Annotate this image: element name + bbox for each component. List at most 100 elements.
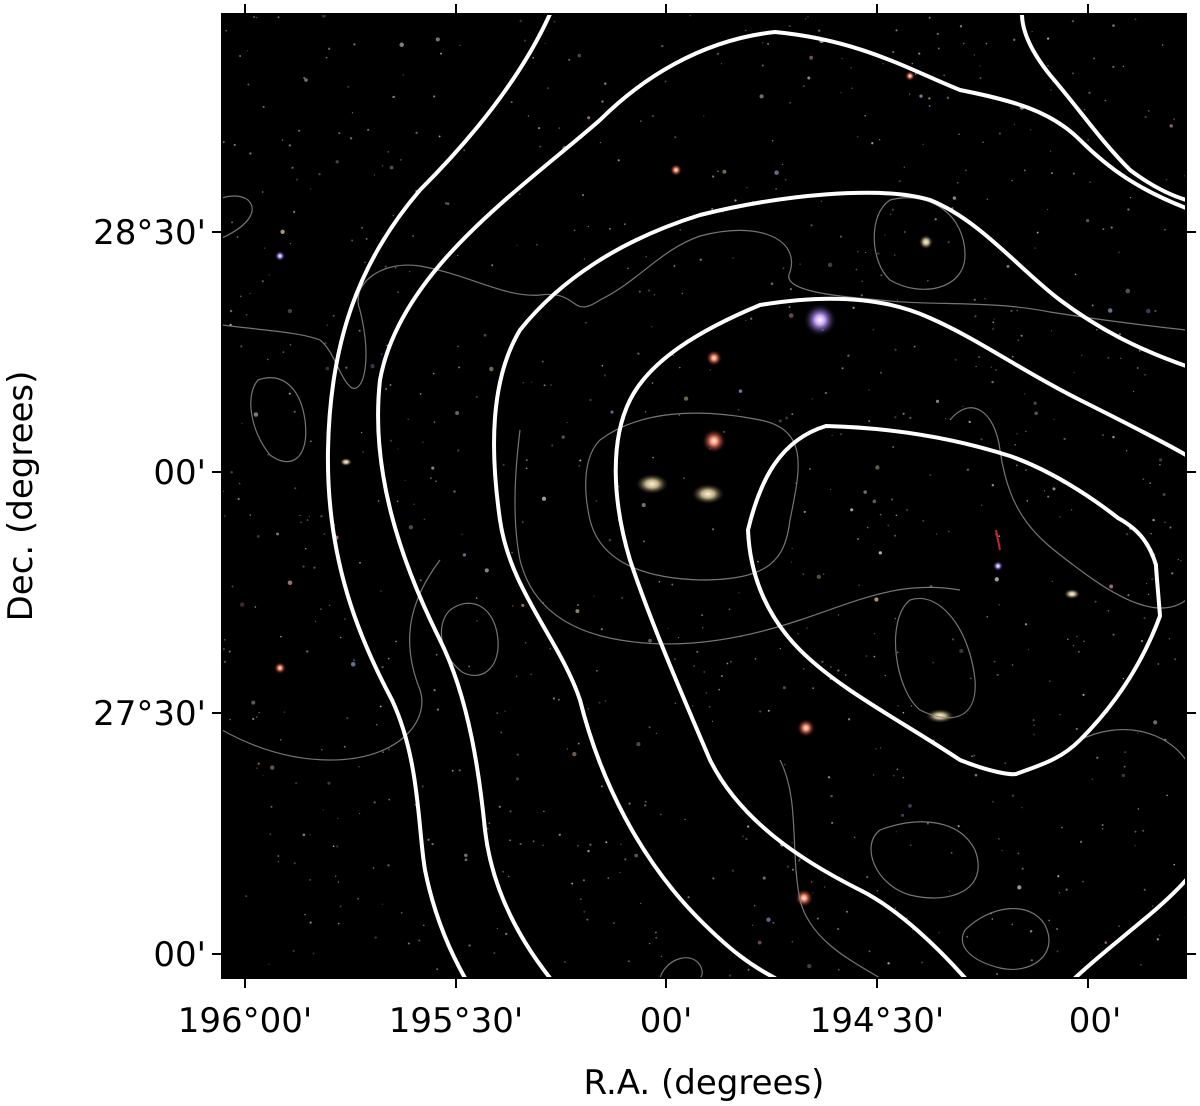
faint-source <box>866 526 869 529</box>
faint-source <box>306 650 309 653</box>
faint-source <box>435 653 438 656</box>
faint-source <box>432 372 435 375</box>
faint-source <box>583 258 586 260</box>
faint-source <box>277 16 280 19</box>
faint-source <box>703 115 705 117</box>
faint-source <box>914 73 917 75</box>
faint-source <box>711 175 715 178</box>
faint-source <box>861 280 863 283</box>
faint-source <box>1137 808 1140 810</box>
faint-source <box>601 100 604 103</box>
faint-source <box>1024 623 1028 626</box>
faint-source <box>422 441 424 444</box>
faint-source <box>1015 464 1018 467</box>
faint-source <box>684 818 686 821</box>
faint-source <box>711 720 714 722</box>
faint-source <box>587 708 589 710</box>
faint-source <box>781 163 784 166</box>
faint-source <box>332 314 335 317</box>
faint-source <box>1011 923 1014 926</box>
faint-source <box>557 698 560 701</box>
faint-source <box>896 651 899 654</box>
faint-source <box>837 968 840 971</box>
faint-source <box>1096 756 1099 759</box>
faint-source <box>892 445 895 449</box>
faint-source <box>573 229 576 232</box>
faint-source <box>320 515 323 518</box>
faint-source <box>1057 875 1060 878</box>
faint-source <box>744 29 747 32</box>
faint-source <box>510 101 513 104</box>
faint-source <box>892 774 895 777</box>
faint-source <box>598 701 601 704</box>
faint-source <box>1112 65 1115 68</box>
faint-source <box>515 675 518 678</box>
faint-source <box>1173 863 1175 866</box>
faint-source <box>750 317 753 320</box>
faint-source <box>623 223 626 226</box>
faint-source <box>1104 941 1108 944</box>
faint-source <box>1122 65 1125 68</box>
faint-source <box>823 573 825 575</box>
faint-source <box>335 875 337 877</box>
faint-source <box>966 468 970 472</box>
faint-source <box>756 560 759 563</box>
faint-source <box>1143 888 1146 891</box>
faint-source <box>674 658 676 660</box>
faint-source <box>919 94 923 98</box>
faint-source <box>824 886 826 888</box>
faint-source <box>745 838 748 841</box>
faint-source <box>993 660 996 663</box>
faint-source <box>413 503 415 505</box>
faint-source <box>693 664 696 667</box>
faint-source <box>249 292 251 295</box>
faint-source <box>873 632 876 635</box>
faint-source <box>484 568 489 573</box>
faint-source <box>1011 794 1015 797</box>
faint-source <box>339 636 342 639</box>
faint-source <box>962 405 964 408</box>
faint-source <box>894 907 897 909</box>
faint-source <box>996 673 999 676</box>
faint-source <box>716 52 720 56</box>
faint-source <box>1036 231 1039 234</box>
faint-source <box>1165 178 1168 181</box>
faint-source <box>638 290 641 293</box>
faint-source <box>394 266 397 269</box>
faint-source <box>502 871 504 873</box>
faint-source <box>568 58 571 61</box>
faint-source <box>1127 208 1130 211</box>
faint-source <box>282 351 285 353</box>
faint-source <box>944 417 947 420</box>
faint-source <box>879 747 882 749</box>
faint-source <box>655 936 658 939</box>
faint-source <box>962 42 965 45</box>
faint-source <box>890 498 894 501</box>
faint-source <box>1017 852 1020 855</box>
faint-source <box>1146 308 1151 314</box>
faint-source <box>979 65 981 67</box>
faint-source <box>641 503 646 508</box>
faint-source <box>789 101 791 104</box>
faint-source <box>1033 401 1037 405</box>
galaxy <box>692 484 724 504</box>
faint-source <box>566 421 568 424</box>
faint-source <box>803 668 805 670</box>
faint-source <box>362 451 364 453</box>
faint-source <box>1125 449 1128 452</box>
faint-source <box>566 748 569 750</box>
faint-source <box>716 170 719 173</box>
faint-source <box>1177 558 1180 561</box>
faint-source <box>1073 371 1075 374</box>
faint-source <box>367 128 370 132</box>
faint-source <box>382 751 384 753</box>
faint-source <box>1152 518 1155 522</box>
thin-contour <box>870 821 979 899</box>
faint-source <box>549 648 551 650</box>
faint-source <box>1014 443 1016 446</box>
faint-source <box>785 416 789 420</box>
faint-source <box>720 675 723 678</box>
faint-source <box>884 234 886 236</box>
faint-source <box>577 53 582 58</box>
faint-source <box>809 55 813 60</box>
